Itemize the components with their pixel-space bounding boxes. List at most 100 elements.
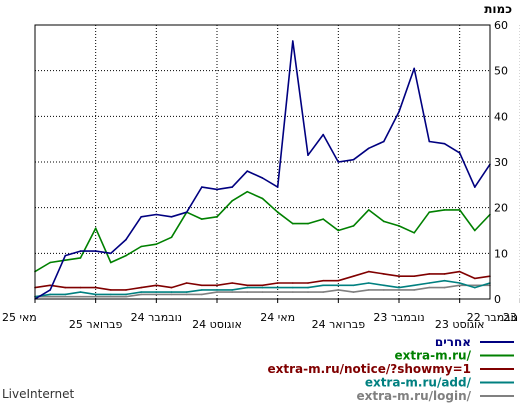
data-point bbox=[261, 284, 264, 287]
data-point bbox=[125, 289, 127, 291]
data-point bbox=[413, 275, 416, 278]
data-point bbox=[125, 238, 127, 241]
data-point bbox=[413, 284, 416, 287]
data-point bbox=[322, 279, 325, 282]
data-point bbox=[170, 291, 173, 293]
data-point bbox=[125, 293, 127, 296]
data-point bbox=[246, 286, 249, 289]
data-point bbox=[216, 291, 218, 293]
data-point bbox=[246, 190, 249, 193]
data-point bbox=[428, 211, 431, 213]
brand-label: LiveInternet bbox=[2, 387, 75, 401]
data-point bbox=[49, 289, 51, 291]
series-lines bbox=[34, 40, 491, 300]
data-point bbox=[352, 275, 355, 278]
data-point bbox=[231, 186, 233, 188]
data-point bbox=[307, 222, 309, 225]
data-point bbox=[216, 289, 218, 291]
data-point bbox=[292, 282, 294, 284]
data-point bbox=[352, 158, 355, 161]
data-point bbox=[79, 286, 82, 289]
data-point bbox=[185, 291, 188, 293]
data-point bbox=[474, 284, 476, 287]
data-point bbox=[155, 213, 158, 216]
data-point bbox=[125, 295, 127, 298]
data-point bbox=[428, 282, 431, 284]
data-point bbox=[292, 286, 294, 289]
y-tick-label: 50 bbox=[494, 65, 508, 78]
data-point bbox=[337, 284, 340, 287]
data-point bbox=[49, 261, 51, 264]
data-point bbox=[140, 245, 142, 248]
legend-label: extra-m.ru/ bbox=[394, 349, 471, 363]
series-line bbox=[34, 40, 491, 300]
data-point bbox=[140, 286, 142, 289]
x-tick-label: פברואר 25 bbox=[69, 318, 123, 331]
data-point bbox=[322, 291, 325, 293]
x-tick-label: נובמבר 22 bbox=[467, 311, 518, 324]
data-point bbox=[246, 170, 249, 172]
data-point bbox=[337, 289, 340, 291]
x-tick-label: מאי 25 bbox=[2, 311, 37, 324]
data-point bbox=[352, 284, 355, 287]
data-point bbox=[322, 218, 325, 220]
data-point bbox=[155, 243, 158, 245]
data-point bbox=[94, 286, 97, 289]
data-point bbox=[110, 289, 112, 291]
data-point bbox=[458, 152, 461, 154]
x-tick-label: נובמבר 23 bbox=[373, 311, 424, 324]
data-point bbox=[94, 293, 97, 296]
data-point bbox=[413, 289, 416, 291]
data-point bbox=[79, 257, 82, 259]
data-point bbox=[140, 216, 142, 218]
y-tick-label: 0 bbox=[494, 293, 501, 306]
data-point bbox=[352, 291, 355, 293]
data-point bbox=[201, 289, 203, 291]
data-point bbox=[443, 286, 446, 289]
legend-label: extra-m.ru/notice/?showmy=1 bbox=[268, 362, 472, 376]
data-point bbox=[413, 232, 416, 234]
y-tick-label: 30 bbox=[494, 156, 508, 169]
data-point bbox=[79, 250, 82, 252]
data-point bbox=[246, 284, 249, 287]
data-point bbox=[170, 286, 173, 289]
data-point bbox=[261, 197, 264, 200]
data-point bbox=[474, 277, 476, 280]
data-point bbox=[64, 254, 67, 257]
x-tick-labels: מאי 25 פברואר 25 נובמבר 24 אוגוסט 24 מאי 24 פ… bbox=[2, 299, 520, 331]
data-point bbox=[322, 284, 325, 287]
data-point bbox=[367, 282, 370, 284]
legend: אחריםextra-m.ru/extra-m.ru/notice/?showm… bbox=[268, 335, 514, 403]
data-point bbox=[367, 147, 370, 150]
data-point bbox=[185, 211, 188, 213]
y-tick-labels: 0 10 20 30 40 50 60 bbox=[494, 19, 508, 306]
data-point bbox=[307, 282, 309, 284]
data-point bbox=[276, 286, 279, 289]
data-point bbox=[276, 211, 279, 213]
data-point bbox=[261, 286, 264, 289]
data-point bbox=[398, 275, 400, 278]
data-point bbox=[398, 111, 400, 113]
data-point bbox=[261, 291, 264, 293]
legend-label: אחרים bbox=[435, 335, 471, 349]
data-point bbox=[185, 293, 188, 296]
data-point bbox=[64, 286, 67, 289]
data-point bbox=[185, 282, 188, 284]
data-point bbox=[428, 273, 431, 275]
data-point bbox=[201, 186, 203, 188]
data-point bbox=[307, 154, 309, 156]
data-point bbox=[337, 161, 340, 163]
data-point bbox=[201, 218, 203, 220]
data-point bbox=[155, 293, 158, 296]
data-point bbox=[443, 273, 446, 275]
data-point bbox=[428, 140, 431, 143]
data-point bbox=[474, 286, 476, 289]
data-point bbox=[94, 227, 97, 229]
data-point bbox=[246, 291, 249, 293]
data-point bbox=[458, 209, 461, 211]
data-point bbox=[94, 250, 97, 252]
data-point bbox=[307, 291, 309, 293]
y-tick-label: 20 bbox=[494, 202, 508, 215]
series-line bbox=[34, 190, 491, 273]
data-point bbox=[140, 291, 142, 293]
